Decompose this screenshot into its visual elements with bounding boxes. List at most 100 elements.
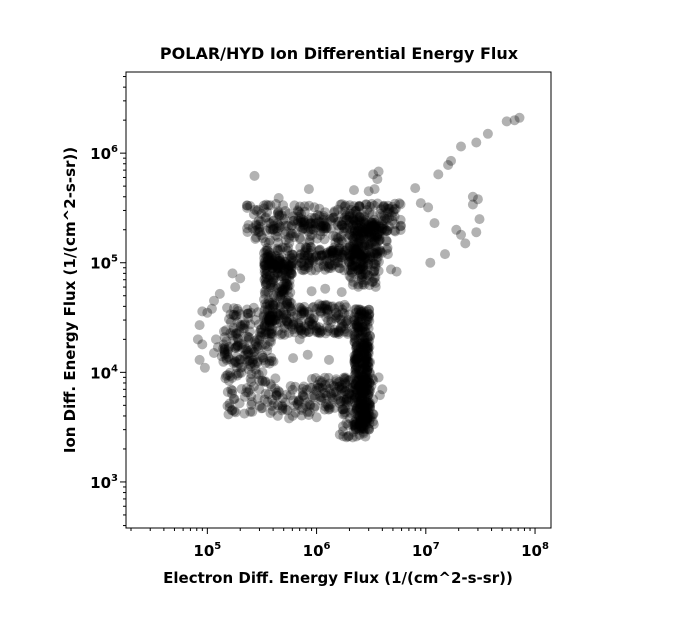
data-point <box>365 226 376 237</box>
data-point <box>349 249 360 260</box>
data-point <box>279 309 290 320</box>
data-point <box>354 211 365 222</box>
data-point <box>262 251 272 262</box>
data-point <box>365 241 376 251</box>
data-point <box>265 310 276 321</box>
data-point <box>386 264 396 275</box>
data-point <box>314 328 325 339</box>
data-point <box>353 237 364 247</box>
data-point <box>276 210 287 221</box>
data-point <box>346 261 357 272</box>
data-point <box>225 309 236 320</box>
data-point <box>358 226 369 237</box>
data-point <box>357 372 368 383</box>
data-point <box>232 303 243 314</box>
data-point <box>313 327 324 338</box>
data-point <box>353 216 364 226</box>
data-point <box>268 221 279 231</box>
data-point <box>270 383 281 394</box>
data-point <box>358 410 369 421</box>
data-point <box>288 395 299 406</box>
data-point <box>349 201 360 212</box>
data-point <box>298 403 308 413</box>
data-point <box>351 343 362 354</box>
data-point <box>262 243 273 254</box>
data-point <box>358 277 369 288</box>
data-point <box>305 231 316 241</box>
data-point <box>356 400 367 410</box>
data-point <box>259 248 269 259</box>
data-point <box>356 251 367 262</box>
data-point <box>261 329 272 340</box>
data-point <box>372 174 383 185</box>
data-point <box>371 232 382 243</box>
data-point <box>374 229 385 239</box>
data-point <box>244 355 255 366</box>
data-point <box>358 211 369 222</box>
data-point <box>373 235 384 246</box>
data-point <box>223 344 234 355</box>
data-point <box>224 402 235 413</box>
data-point <box>349 350 360 361</box>
data-point <box>356 421 367 432</box>
data-point <box>396 220 406 231</box>
data-point <box>366 248 376 259</box>
data-point <box>388 206 399 217</box>
data-point <box>357 270 368 281</box>
data-point <box>382 244 392 255</box>
data-point <box>360 253 371 264</box>
data-point <box>334 381 345 392</box>
data-point <box>242 223 253 234</box>
data-point <box>329 255 340 266</box>
data-point <box>330 386 341 397</box>
data-point <box>471 227 482 238</box>
data-point <box>353 239 364 249</box>
data-point <box>262 341 273 352</box>
data-point <box>246 369 257 380</box>
data-point <box>253 343 264 354</box>
data-point <box>377 248 387 258</box>
data-point <box>277 294 288 305</box>
data-point <box>273 206 284 217</box>
data-point <box>339 299 350 310</box>
data-point <box>353 382 364 393</box>
data-point <box>327 301 338 312</box>
data-point <box>288 215 299 226</box>
data-point <box>367 246 378 257</box>
data-point <box>395 214 406 225</box>
data-point <box>358 428 369 439</box>
data-point <box>260 388 271 399</box>
data-point <box>334 224 345 235</box>
data-point <box>259 305 270 316</box>
data-point <box>303 258 314 269</box>
data-point <box>317 376 327 387</box>
data-point <box>314 203 325 214</box>
data-point <box>362 364 373 375</box>
data-point <box>377 223 388 234</box>
data-point <box>311 412 322 423</box>
data-point <box>243 347 254 358</box>
data-point <box>286 258 297 269</box>
data-point <box>280 242 291 253</box>
data-point <box>358 359 368 370</box>
data-point <box>296 306 307 317</box>
data-point <box>310 217 321 228</box>
data-point <box>350 422 361 433</box>
data-point <box>303 317 314 328</box>
data-point <box>275 302 286 313</box>
data-point <box>354 420 365 431</box>
data-point <box>271 389 282 400</box>
data-point <box>305 218 316 228</box>
data-point <box>382 242 393 253</box>
data-point <box>248 381 259 392</box>
data-point <box>354 380 365 391</box>
data-point <box>295 322 306 333</box>
data-point <box>360 374 371 385</box>
data-point <box>268 224 279 235</box>
data-point <box>364 408 374 419</box>
data-point <box>380 216 391 227</box>
data-point <box>340 246 351 256</box>
data-point <box>382 213 393 224</box>
data-point <box>322 305 333 315</box>
data-point <box>259 267 270 278</box>
